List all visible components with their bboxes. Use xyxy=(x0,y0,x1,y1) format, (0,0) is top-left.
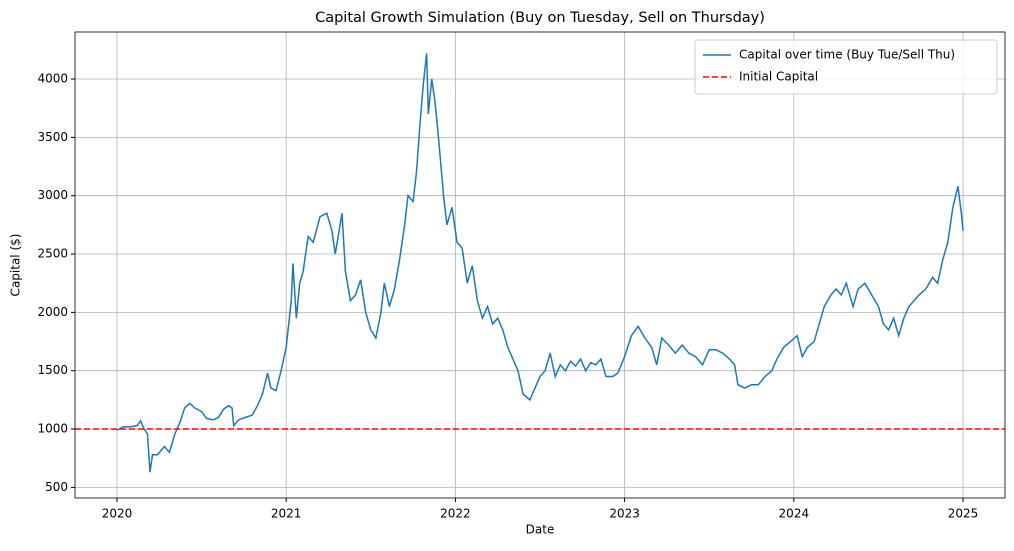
series-line xyxy=(116,53,964,473)
y-tick-label: 2500 xyxy=(37,247,68,261)
y-tick-label: 3500 xyxy=(37,130,68,144)
legend-label: Capital over time (Buy Tue/Sell Thu) xyxy=(739,48,955,62)
x-tick-label: 2020 xyxy=(102,507,133,521)
legend-box xyxy=(694,39,998,95)
y-tick-label: 2000 xyxy=(37,305,68,319)
chart-title: Capital Growth Simulation (Buy on Tuesda… xyxy=(315,10,765,26)
legend-label: Initial Capital xyxy=(739,70,818,84)
y-tick-label: 3000 xyxy=(37,188,68,202)
x-tick-label: 2025 xyxy=(948,507,979,521)
y-tick-label: 1500 xyxy=(37,363,68,377)
x-tick-label: 2024 xyxy=(779,507,810,521)
plot-frame xyxy=(74,31,1006,499)
x-tick-label: 2021 xyxy=(271,507,302,521)
x-tick-label: 2022 xyxy=(440,507,471,521)
x-axis-label: Date xyxy=(526,523,555,537)
x-tick-label: 2023 xyxy=(609,507,640,521)
y-tick-label: 500 xyxy=(45,480,68,494)
y-axis-label: Capital ($) xyxy=(9,234,23,297)
y-tick-label: 4000 xyxy=(37,72,68,86)
y-tick-label: 1000 xyxy=(37,422,68,436)
